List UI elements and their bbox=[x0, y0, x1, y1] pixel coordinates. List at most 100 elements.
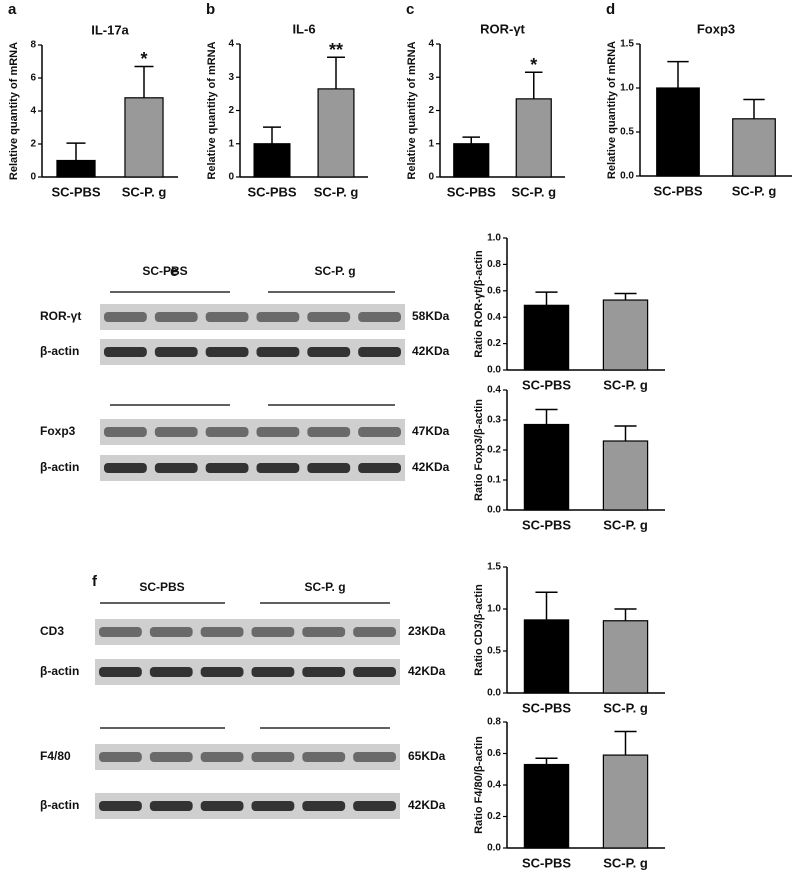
y-tick-label: 0.2 bbox=[487, 811, 501, 822]
blot-band bbox=[251, 627, 295, 637]
blot-band bbox=[99, 627, 142, 637]
x-tick-label: SC-P. g bbox=[603, 700, 648, 715]
blot-band bbox=[154, 312, 198, 322]
y-tick-label: 0.2 bbox=[487, 445, 501, 456]
row-label: β-actin bbox=[40, 344, 79, 358]
y-tick-label: 0.5 bbox=[487, 646, 501, 657]
y-tick-label: 1.5 bbox=[487, 562, 501, 573]
bar bbox=[602, 620, 649, 694]
x-tick-label: SC-P. g bbox=[122, 184, 167, 199]
y-tick-label: 0 bbox=[428, 172, 434, 183]
x-tick-label: SC-PBS bbox=[247, 184, 296, 199]
blot-band bbox=[256, 312, 300, 322]
y-tick-label: 0.0 bbox=[487, 843, 501, 854]
blot-strip bbox=[95, 659, 400, 685]
y-tick-label: 0.6 bbox=[487, 285, 501, 296]
significance: * bbox=[530, 55, 537, 75]
row-label: ROR-γt bbox=[40, 309, 81, 323]
significance: ** bbox=[329, 40, 343, 60]
blot-strip bbox=[95, 744, 400, 770]
blot-band bbox=[251, 752, 295, 762]
panel-letter: a bbox=[8, 1, 17, 18]
blot-band bbox=[302, 801, 346, 811]
row-label: β-actin bbox=[40, 798, 79, 812]
blot-band bbox=[99, 752, 142, 762]
blot-band bbox=[104, 463, 147, 473]
blot-band bbox=[307, 347, 351, 357]
blot-band bbox=[149, 627, 193, 637]
blot-band bbox=[307, 463, 351, 473]
size-label: 42KDa bbox=[408, 664, 446, 678]
bar bbox=[523, 423, 570, 511]
blot-band bbox=[200, 801, 244, 811]
size-label: 23KDa bbox=[408, 624, 446, 638]
blot-band bbox=[205, 312, 249, 322]
blot-band bbox=[200, 752, 244, 762]
blot-band bbox=[149, 667, 193, 677]
blot-band bbox=[104, 427, 147, 437]
y-tick-label: 8 bbox=[30, 40, 36, 51]
bar bbox=[515, 98, 552, 178]
y-tick-label: 0.3 bbox=[487, 415, 501, 426]
panel-letter: d bbox=[606, 1, 615, 18]
y-tick-label: 0 bbox=[228, 172, 234, 183]
y-tick-label: 0.0 bbox=[487, 688, 501, 699]
blot-band bbox=[302, 752, 346, 762]
blot-band bbox=[205, 347, 249, 357]
blot-band bbox=[358, 463, 401, 473]
y-tick-label: 0.8 bbox=[487, 259, 501, 270]
y-tick-label: 0.4 bbox=[487, 385, 501, 396]
size-label: 58KDa bbox=[412, 309, 450, 323]
blot-band bbox=[154, 427, 198, 437]
y-axis-label: Ratio CD3/β-actin bbox=[473, 584, 485, 676]
x-tick-label: SC-P. g bbox=[603, 855, 648, 870]
y-tick-label: 2 bbox=[30, 139, 36, 150]
x-tick-label: SC-P. g bbox=[314, 184, 359, 199]
bar bbox=[56, 159, 96, 178]
y-tick-label: 0.8 bbox=[487, 717, 501, 728]
blot-band bbox=[104, 347, 147, 357]
row-label: β-actin bbox=[40, 664, 79, 678]
y-tick-label: 3 bbox=[228, 72, 234, 83]
blot-band bbox=[256, 427, 300, 437]
chart-title: IL-17a bbox=[91, 22, 129, 37]
y-tick-label: 0.4 bbox=[487, 312, 501, 323]
x-tick-label: SC-P. g bbox=[732, 183, 777, 198]
bar bbox=[523, 763, 570, 849]
x-tick-label: SC-PBS bbox=[653, 183, 702, 198]
blot-band bbox=[99, 667, 142, 677]
x-tick-label: SC-P. g bbox=[603, 377, 648, 392]
size-label: 42KDa bbox=[408, 798, 446, 812]
chart-title: ROR-γt bbox=[480, 21, 525, 36]
panel-letter: b bbox=[206, 1, 215, 18]
bar bbox=[317, 88, 355, 178]
y-tick-label: 1.0 bbox=[487, 233, 501, 244]
blot-band bbox=[307, 427, 351, 437]
group-label: SC-PBS bbox=[142, 264, 187, 278]
y-tick-label: 1.5 bbox=[620, 39, 634, 50]
bar bbox=[732, 118, 776, 177]
y-tick-label: 2 bbox=[428, 105, 434, 116]
blot-band bbox=[307, 312, 351, 322]
x-tick-label: SC-PBS bbox=[522, 700, 571, 715]
y-tick-label: 0.4 bbox=[487, 780, 501, 791]
row-label: Foxp3 bbox=[40, 424, 76, 438]
y-axis-label: Ratio ROR-γt/β-actin bbox=[473, 250, 485, 358]
group-label: SC-P. g bbox=[314, 264, 355, 278]
blot-strip bbox=[95, 793, 400, 819]
y-tick-label: 0.1 bbox=[487, 475, 501, 486]
y-tick-label: 1 bbox=[228, 138, 234, 149]
bar bbox=[253, 143, 291, 178]
size-label: 42KDa bbox=[412, 460, 450, 474]
significance: * bbox=[140, 49, 147, 69]
bar bbox=[523, 304, 570, 371]
bar bbox=[602, 440, 649, 511]
blot-band bbox=[149, 752, 193, 762]
bar bbox=[124, 97, 164, 178]
blot-band bbox=[302, 667, 346, 677]
blot-band bbox=[99, 801, 142, 811]
bar bbox=[602, 299, 649, 371]
y-axis-label: Relative quantity of mRNA bbox=[406, 41, 418, 179]
x-tick-label: SC-PBS bbox=[522, 855, 571, 870]
y-tick-label: 0.0 bbox=[487, 505, 501, 516]
